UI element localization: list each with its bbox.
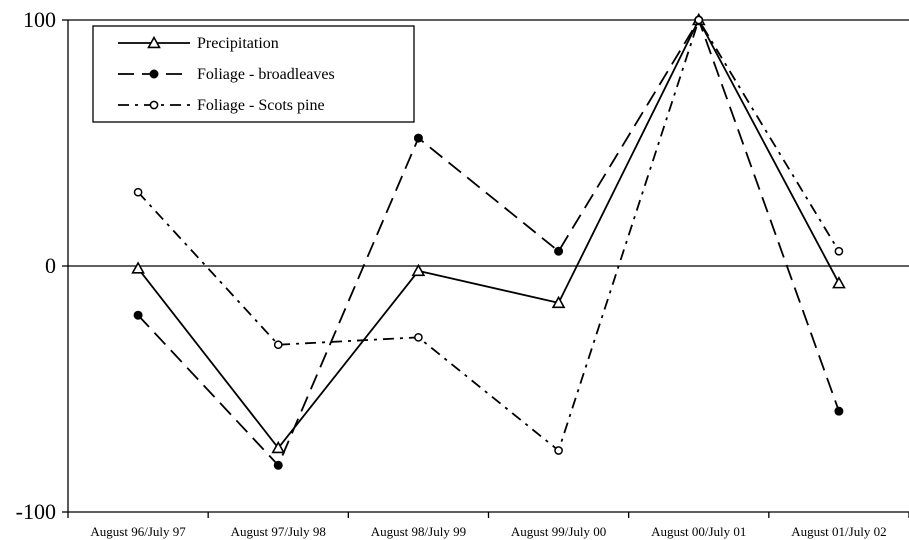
legend-precipitation-point <box>147 35 161 49</box>
legend-foliage-scots-pine-point <box>149 100 159 110</box>
precipitation-line <box>137 18 840 450</box>
foliage-scots-pine-point <box>414 332 423 342</box>
legend-label-precipitation: Precipitation <box>197 35 279 52</box>
precipitation-point <box>131 261 145 274</box>
foliage-scots-pine-point <box>834 246 844 256</box>
foliage-scots-pine-point <box>554 446 563 455</box>
foliage-broadleaves-point <box>554 246 564 256</box>
foliage-broadleaves-point <box>413 133 423 143</box>
legend: Precipitation Foliage - broadleaves Foliag… <box>92 25 415 123</box>
precipitation-point <box>411 263 426 277</box>
legend-foliage-broadleaves-point <box>149 69 159 79</box>
foliage-scots-pine-point <box>694 15 704 25</box>
series-foliage-scots-pine <box>133 15 844 455</box>
x-tick-labels: August 96/July 97 August 97/July 98 August… <box>90 524 886 539</box>
foliage-broadleaves-line <box>137 17 840 467</box>
foliage-broadleaves-point <box>133 310 143 320</box>
precipitation-point <box>832 276 846 289</box>
legend-label-foliage-scots-pine: Foliage - Scots pine <box>197 97 325 114</box>
x-tick-label: August 96/July 97 <box>90 524 186 539</box>
precipitation-point <box>551 295 566 309</box>
foliage-scots-pine-point <box>273 340 283 350</box>
axes <box>62 19 909 518</box>
x-tick-label: August 97/July 98 <box>231 524 326 539</box>
x-tick-label: August 01/July 02 <box>791 524 886 539</box>
x-tick-label: August 99/July 00 <box>511 524 606 539</box>
legend-label-foliage-broadleaves: Foliage - broadleaves <box>197 66 335 83</box>
foliage-broadleaves-point <box>834 406 844 416</box>
y-tick-labels: -100 0 100 <box>16 7 56 524</box>
precipitation-point <box>271 440 286 454</box>
x-tick-label: August 98/July 99 <box>371 524 466 539</box>
series-foliage-broadleaves <box>133 15 844 470</box>
series-layer <box>131 12 846 470</box>
y-tick-label: 0 <box>45 253 56 278</box>
y-tick-label: -100 <box>16 499 56 524</box>
foliage-scots-pine-point <box>133 187 143 197</box>
foliage-broadleaves-point <box>273 460 283 470</box>
y-tick-label: 100 <box>23 7 56 32</box>
x-tick-label: August 00/July 01 <box>651 524 746 539</box>
